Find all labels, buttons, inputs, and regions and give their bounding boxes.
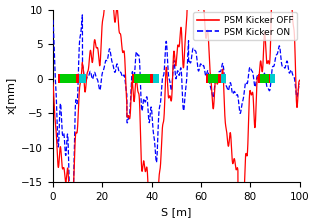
Bar: [260, 74, 269, 83]
Bar: [58, 74, 60, 83]
Bar: [206, 74, 208, 83]
Bar: [270, 74, 275, 83]
X-axis label: S [m]: S [m]: [161, 207, 192, 217]
Legend: PSM Kicker OFF, PSM Kicker ON: PSM Kicker OFF, PSM Kicker ON: [193, 12, 297, 40]
Y-axis label: x[mm]: x[mm]: [6, 77, 15, 114]
PSM Kicker ON: [51, 19, 55, 21]
PSM Kicker ON: [69, 214, 72, 217]
Bar: [269, 74, 270, 83]
PSM Kicker OFF: [298, 79, 301, 82]
Bar: [76, 74, 79, 83]
Bar: [60, 74, 76, 83]
PSM Kicker ON: [157, 116, 161, 118]
Bar: [153, 74, 159, 83]
Bar: [258, 74, 260, 83]
PSM Kicker OFF: [157, 187, 160, 190]
Bar: [79, 74, 86, 83]
Bar: [132, 74, 134, 83]
Bar: [150, 74, 153, 83]
PSM Kicker ON: [81, 14, 84, 16]
PSM Kicker ON: [155, 160, 158, 163]
Bar: [134, 74, 150, 83]
Bar: [208, 74, 218, 83]
Line: PSM Kicker ON: PSM Kicker ON: [53, 15, 300, 216]
Bar: [218, 74, 220, 83]
Bar: [220, 74, 226, 83]
PSM Kicker ON: [290, 72, 294, 74]
PSM Kicker OFF: [168, 95, 172, 97]
PSM Kicker OFF: [51, 81, 55, 84]
PSM Kicker ON: [298, 83, 301, 86]
PSM Kicker ON: [278, 46, 282, 49]
PSM Kicker ON: [230, 91, 234, 94]
PSM Kicker ON: [168, 83, 172, 85]
Line: PSM Kicker OFF: PSM Kicker OFF: [53, 0, 300, 223]
PSM Kicker OFF: [230, 157, 234, 160]
PSM Kicker OFF: [290, 9, 294, 12]
